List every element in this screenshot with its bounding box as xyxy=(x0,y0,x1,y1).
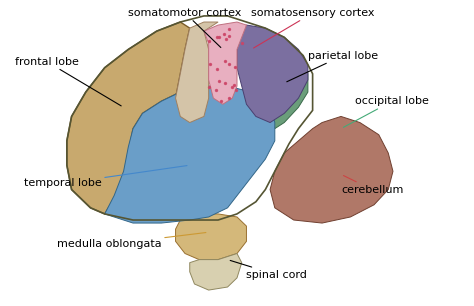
Text: somatosensory cortex: somatosensory cortex xyxy=(251,8,374,48)
Polygon shape xyxy=(175,214,246,259)
Text: cerebellum: cerebellum xyxy=(341,176,403,195)
Polygon shape xyxy=(270,117,393,223)
Text: occipital lobe: occipital lobe xyxy=(344,96,429,127)
Text: somatomotor cortex: somatomotor cortex xyxy=(128,8,242,47)
Text: frontal lobe: frontal lobe xyxy=(15,57,121,106)
Text: medulla oblongata: medulla oblongata xyxy=(57,233,206,249)
Text: parietal lobe: parietal lobe xyxy=(287,50,378,82)
Text: spinal cord: spinal cord xyxy=(230,260,307,280)
Polygon shape xyxy=(190,254,242,290)
Polygon shape xyxy=(256,43,308,129)
Text: temporal lobe: temporal lobe xyxy=(24,166,187,188)
Polygon shape xyxy=(67,22,204,214)
Polygon shape xyxy=(204,22,246,104)
Polygon shape xyxy=(228,25,308,122)
Polygon shape xyxy=(175,22,218,122)
Polygon shape xyxy=(105,86,275,223)
